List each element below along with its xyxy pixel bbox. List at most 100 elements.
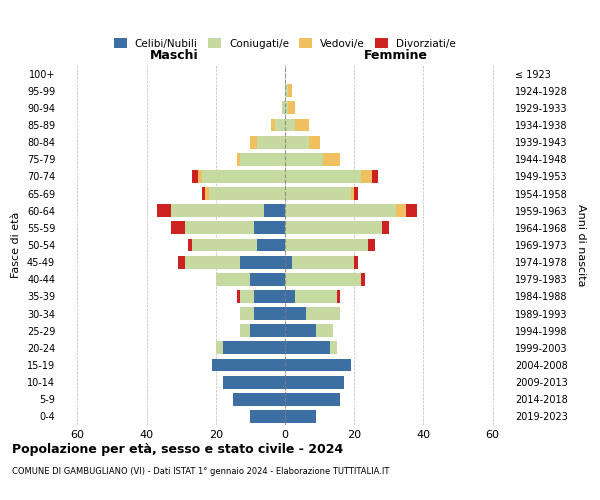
Bar bbox=[257, 136, 285, 148]
Bar bbox=[285, 102, 295, 114]
Bar bbox=[285, 307, 306, 320]
Bar bbox=[285, 222, 389, 234]
Bar bbox=[240, 307, 285, 320]
Bar bbox=[285, 136, 320, 148]
Bar bbox=[285, 342, 330, 354]
Bar bbox=[285, 342, 337, 354]
Bar bbox=[285, 342, 337, 354]
Bar bbox=[285, 290, 340, 303]
Y-axis label: Fasce di età: Fasce di età bbox=[11, 212, 21, 278]
Bar bbox=[264, 204, 285, 217]
Bar bbox=[191, 238, 285, 252]
Bar bbox=[285, 84, 292, 97]
Bar bbox=[285, 204, 396, 217]
Bar bbox=[281, 102, 285, 114]
Bar bbox=[209, 187, 285, 200]
Bar bbox=[285, 170, 371, 183]
Bar bbox=[285, 170, 361, 183]
Bar bbox=[285, 273, 361, 285]
Bar bbox=[285, 118, 309, 132]
Bar bbox=[285, 187, 358, 200]
Bar bbox=[285, 153, 340, 166]
Bar bbox=[202, 187, 285, 200]
Bar bbox=[250, 410, 285, 423]
Bar bbox=[281, 102, 285, 114]
Bar bbox=[233, 393, 285, 406]
Bar bbox=[171, 204, 285, 217]
Bar bbox=[223, 342, 285, 354]
Bar bbox=[285, 256, 358, 268]
Bar bbox=[271, 118, 285, 132]
Bar bbox=[240, 307, 285, 320]
Bar bbox=[285, 136, 309, 148]
Text: Popolazione per età, sesso e stato civile - 2024: Popolazione per età, sesso e stato civil… bbox=[12, 442, 343, 456]
Bar bbox=[285, 410, 316, 423]
Bar bbox=[216, 342, 285, 354]
Bar bbox=[216, 273, 285, 285]
Bar bbox=[285, 324, 334, 337]
Bar bbox=[240, 324, 285, 337]
Bar bbox=[250, 410, 285, 423]
Bar bbox=[285, 342, 337, 354]
Bar bbox=[240, 324, 285, 337]
Bar bbox=[285, 290, 295, 303]
Bar bbox=[285, 187, 351, 200]
Bar bbox=[285, 290, 337, 303]
Bar bbox=[285, 102, 295, 114]
Bar bbox=[240, 153, 285, 166]
Bar bbox=[285, 307, 340, 320]
Bar bbox=[236, 153, 285, 166]
Bar bbox=[285, 324, 316, 337]
Bar bbox=[285, 290, 337, 303]
Bar bbox=[285, 118, 309, 132]
Bar bbox=[271, 118, 285, 132]
Bar bbox=[285, 256, 354, 268]
Bar bbox=[185, 256, 285, 268]
Bar bbox=[191, 238, 285, 252]
Bar bbox=[285, 102, 289, 114]
Text: Femmine: Femmine bbox=[364, 48, 428, 62]
Legend: Celibi/Nubili, Coniugati/e, Vedovi/e, Divorziati/e: Celibi/Nubili, Coniugati/e, Vedovi/e, Di… bbox=[110, 34, 460, 53]
Bar bbox=[185, 256, 285, 268]
Bar bbox=[185, 222, 285, 234]
Bar bbox=[285, 256, 354, 268]
Bar bbox=[171, 204, 285, 217]
Bar bbox=[233, 393, 285, 406]
Bar bbox=[233, 393, 285, 406]
Bar bbox=[223, 376, 285, 388]
Bar bbox=[254, 290, 285, 303]
Bar bbox=[240, 290, 285, 303]
Bar bbox=[285, 222, 382, 234]
Bar bbox=[236, 290, 285, 303]
Bar bbox=[205, 187, 285, 200]
Bar bbox=[285, 393, 340, 406]
Bar bbox=[188, 238, 285, 252]
Bar bbox=[285, 204, 416, 217]
Bar bbox=[285, 358, 351, 372]
Bar bbox=[285, 238, 368, 252]
Bar bbox=[285, 238, 375, 252]
Bar bbox=[285, 393, 340, 406]
Bar bbox=[281, 102, 285, 114]
Bar bbox=[285, 256, 292, 268]
Bar bbox=[285, 358, 351, 372]
Bar bbox=[285, 410, 316, 423]
Bar bbox=[285, 273, 361, 285]
Bar bbox=[285, 204, 406, 217]
Bar bbox=[250, 410, 285, 423]
Bar bbox=[216, 342, 285, 354]
Bar bbox=[285, 376, 344, 388]
Bar bbox=[223, 376, 285, 388]
Bar bbox=[223, 376, 285, 388]
Bar bbox=[212, 358, 285, 372]
Bar bbox=[285, 358, 351, 372]
Bar bbox=[216, 273, 285, 285]
Bar bbox=[285, 153, 340, 166]
Bar bbox=[285, 324, 334, 337]
Bar bbox=[250, 410, 285, 423]
Bar bbox=[285, 307, 340, 320]
Bar bbox=[250, 136, 285, 148]
Bar bbox=[285, 118, 295, 132]
Bar bbox=[285, 376, 344, 388]
Bar bbox=[178, 256, 285, 268]
